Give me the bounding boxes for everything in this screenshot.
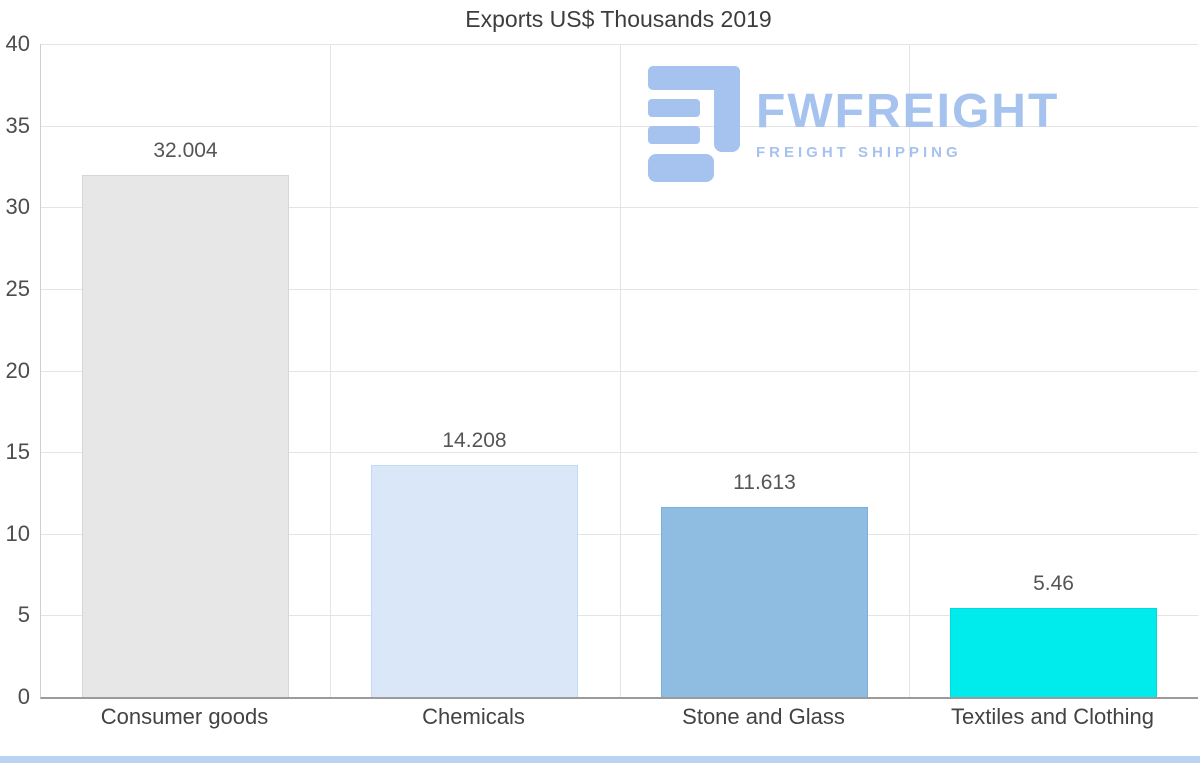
y-tick-label: 30 (5, 194, 30, 220)
y-tick-label: 5 (17, 602, 30, 628)
h-gridline (41, 44, 1198, 45)
logo-mark-shapes (648, 66, 740, 182)
y-tick-label: 15 (5, 439, 30, 465)
x-axis-label: Consumer goods (100, 704, 269, 729)
h-gridline (41, 452, 1198, 454)
y-tick-label: 25 (5, 275, 30, 301)
bar-chemicals (371, 465, 578, 697)
y-tick-label: 0 (17, 684, 30, 709)
fwfreight-logo-icon (648, 66, 740, 182)
v-gridline (909, 44, 910, 697)
plot-area: 32.004 14.208 11.613 5.46 (40, 44, 1198, 699)
bar-value-label: 32.004 (153, 139, 218, 162)
bar-consumer-goods (82, 175, 289, 697)
h-gridline (41, 615, 1198, 617)
h-gridline (41, 125, 1198, 127)
bar-textiles-and-clothing (950, 608, 1157, 697)
x-axis-label: Chemicals (422, 704, 525, 729)
y-tick-label: 20 (5, 357, 30, 383)
y-tick-label: 35 (5, 112, 30, 138)
watermark-logo: FWFREIGHT FREIGHT SHIPPING (648, 66, 1067, 182)
bar-stone-and-glass (661, 507, 868, 697)
x-axis: Consumer goods Chemicals Stone and Glass Te… (40, 704, 1197, 740)
v-gridline (620, 44, 621, 697)
bar-value-label: 5.46 (1033, 572, 1074, 595)
y-tick-label: 40 (5, 31, 30, 56)
h-gridline (41, 533, 1198, 535)
logo-text-block: FWFREIGHT FREIGHT SHIPPING (756, 84, 1067, 161)
x-axis-label: Stone and Glass (682, 704, 845, 729)
x-axis-label: Textiles and Clothing (950, 704, 1154, 729)
logo-brand-text: FWFREIGHT (756, 84, 1060, 138)
h-gridline (41, 207, 1198, 209)
logo-tagline-text: FREIGHT SHIPPING (756, 143, 962, 161)
v-gridline (330, 44, 331, 697)
y-tick-label: 10 (5, 520, 30, 546)
y-axis: 0 5 10 15 20 25 30 35 40 (0, 31, 33, 709)
chart-title: Exports US$ Thousands 2019 (465, 6, 772, 32)
h-gridline (41, 370, 1198, 372)
h-gridline (41, 288, 1198, 290)
bar-value-label: 11.613 (733, 471, 796, 494)
footer-strip (0, 756, 1200, 763)
bar-value-label: 14.208 (442, 429, 507, 452)
